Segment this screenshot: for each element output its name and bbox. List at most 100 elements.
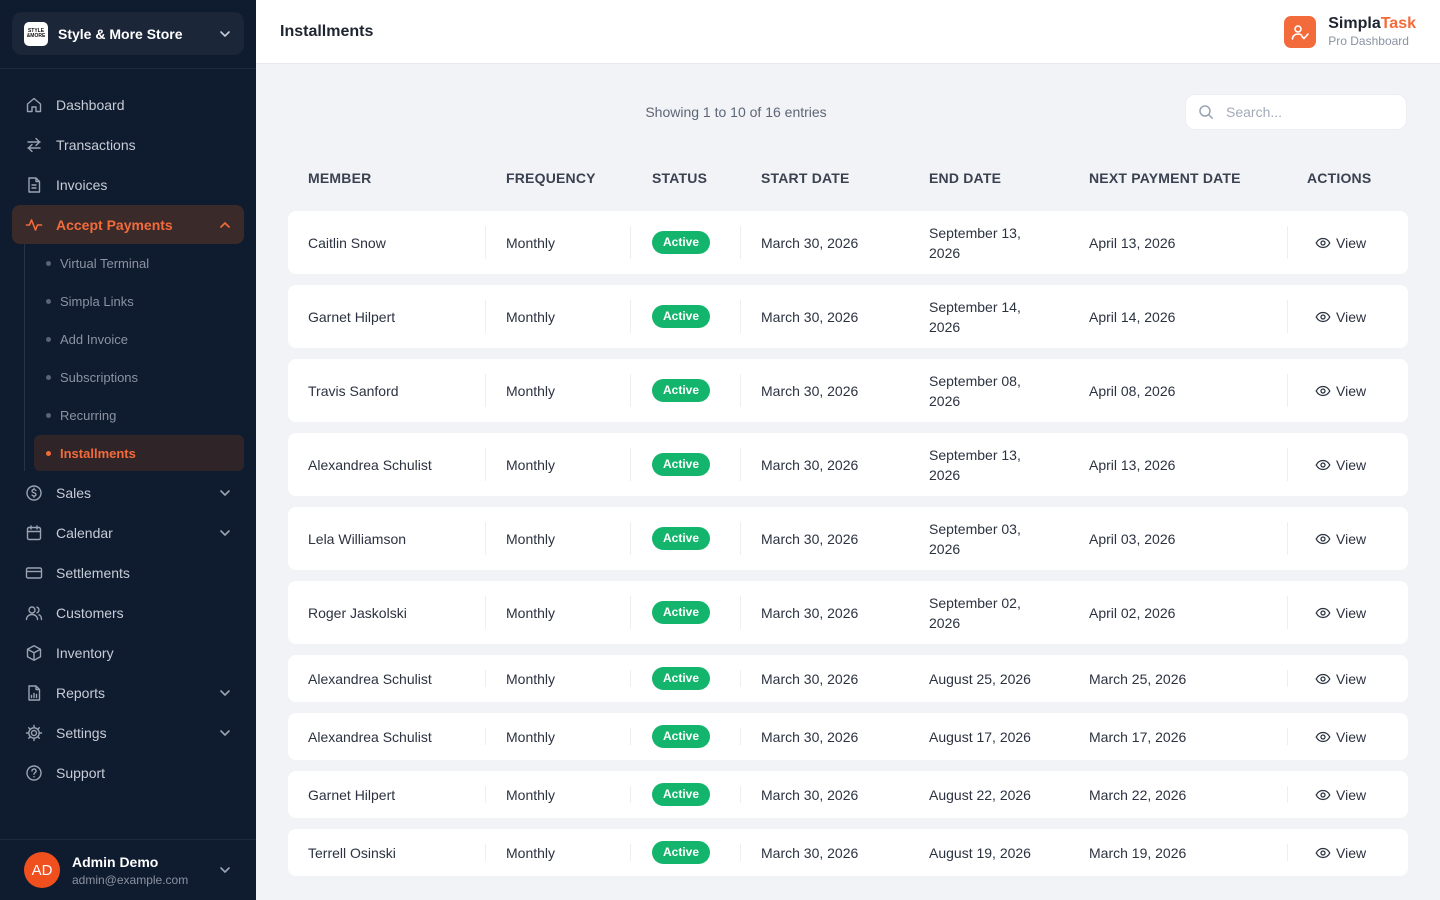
table-row: Roger Jaskolski Monthly Active March 30, 20… xyxy=(288,581,1408,644)
brand-subtitle: Pro Dashboard xyxy=(1328,34,1409,48)
search-box[interactable] xyxy=(1185,94,1407,130)
cell-start-date: March 30, 2026 xyxy=(761,604,859,621)
cell-actions: View xyxy=(1315,581,1366,644)
view-button[interactable]: View xyxy=(1315,603,1366,623)
sidebar-item-inventory[interactable]: Inventory xyxy=(12,633,244,673)
cell-end-date: September 14, 2026 xyxy=(929,298,1021,335)
sidebar-item-sales[interactable]: Sales xyxy=(12,473,244,513)
cell-next-payment-date: April 03, 2026 xyxy=(1089,530,1176,547)
submenu-item-subscriptions[interactable]: Subscriptions xyxy=(34,358,244,396)
cell-frequency: Monthly xyxy=(506,382,556,399)
submenu-item-virtual-terminal[interactable]: Virtual Terminal xyxy=(34,244,244,282)
eye-icon xyxy=(1315,237,1331,248)
sidebar-item-invoices[interactable]: Invoices xyxy=(12,165,244,205)
column-divider xyxy=(630,786,631,803)
chevron-up-icon xyxy=(220,221,230,228)
sidebar-item-label: Calendar xyxy=(56,525,113,541)
column-header-next-payment-date[interactable]: NEXT PAYMENT DATE xyxy=(1089,170,1241,186)
sidebar-item-customers[interactable]: Customers xyxy=(12,593,244,633)
column-divider xyxy=(485,786,486,803)
table-entries-info: Showing 1 to 10 of 16 entries xyxy=(645,104,827,120)
column-header-member[interactable]: MEMBER xyxy=(308,170,372,186)
cell-next-payment-date: April 13, 2026 xyxy=(1089,234,1176,251)
column-divider xyxy=(740,786,741,803)
search-input[interactable] xyxy=(1226,104,1386,120)
view-button[interactable]: View xyxy=(1315,307,1366,327)
view-button[interactable]: View xyxy=(1315,233,1366,253)
column-header-start-date[interactable]: START DATE xyxy=(761,170,850,186)
column-header-status[interactable]: STATUS xyxy=(652,170,708,186)
sidebar-item-calendar[interactable]: Calendar xyxy=(12,513,244,553)
cell-start-date: March 30, 2026 xyxy=(761,456,859,473)
column-divider xyxy=(485,522,486,555)
submenu-item-installments[interactable]: Installments xyxy=(34,435,244,471)
store-logo: STYLE &MORE xyxy=(24,21,48,46)
submenu-item-recurring[interactable]: Recurring xyxy=(34,396,244,434)
column-header-end-date[interactable]: END DATE xyxy=(929,170,1002,186)
submenu-item-label: Simpla Links xyxy=(60,293,134,309)
column-divider xyxy=(1287,374,1288,407)
eye-icon xyxy=(1315,311,1331,322)
table-row: Alexandrea Schulist Monthly Active March 30… xyxy=(288,655,1408,702)
sidebar-item-accept-payments[interactable]: Accept Payments xyxy=(12,205,244,244)
search-icon xyxy=(1199,105,1213,119)
cell-end-date: September 03, 2026 xyxy=(929,520,1021,557)
cell-frequency: Monthly xyxy=(506,844,556,861)
sidebar-item-reports[interactable]: Reports xyxy=(12,673,244,713)
column-divider xyxy=(740,522,741,555)
view-button[interactable]: View xyxy=(1315,381,1366,401)
column-divider xyxy=(740,448,741,481)
eye-icon xyxy=(1315,789,1331,800)
view-button-label: View xyxy=(1336,308,1367,325)
store-switcher[interactable]: STYLE &MORE Style & More Store xyxy=(12,12,244,55)
eye-icon xyxy=(1315,673,1331,684)
column-divider xyxy=(485,300,486,333)
eye-icon xyxy=(1315,847,1331,858)
table-row: Terrell Osinski Monthly Active March 30, 20… xyxy=(288,829,1408,876)
column-divider xyxy=(485,670,486,687)
column-divider xyxy=(630,300,631,333)
cell-next-payment-date: April 02, 2026 xyxy=(1089,604,1176,621)
cell-end-date: September 08, 2026 xyxy=(929,372,1021,409)
cell-frequency: Monthly xyxy=(506,786,556,803)
sidebar-item-dashboard[interactable]: Dashboard xyxy=(12,85,244,125)
document-icon xyxy=(24,175,44,195)
cell-next-payment-date: March 19, 2026 xyxy=(1089,844,1187,861)
eye-icon xyxy=(1315,607,1331,618)
cell-end-date: August 19, 2026 xyxy=(929,844,1031,861)
sidebar-item-label: Settlements xyxy=(56,565,130,581)
view-button[interactable]: View xyxy=(1315,785,1366,805)
column-divider xyxy=(485,226,486,259)
view-button[interactable]: View xyxy=(1315,455,1366,475)
cell-member: Terrell Osinski xyxy=(308,844,396,861)
submenu-item-simpla-links[interactable]: Simpla Links xyxy=(34,282,244,320)
submenu-item-label: Recurring xyxy=(60,407,117,423)
view-button[interactable]: View xyxy=(1315,529,1366,549)
gear-icon xyxy=(24,723,44,743)
cell-actions: View xyxy=(1315,655,1366,702)
sidebar-item-settlements[interactable]: Settlements xyxy=(12,553,244,593)
sidebar-item-support[interactable]: Support xyxy=(12,753,244,793)
sidebar-item-transactions[interactable]: Transactions xyxy=(12,125,244,165)
sidebar-item-settings[interactable]: Settings xyxy=(12,713,244,753)
user-menu[interactable]: AD Admin Demo admin@example.com xyxy=(0,839,256,900)
column-divider xyxy=(630,522,631,555)
dollar-icon xyxy=(24,483,44,503)
submenu-item-add-invoice[interactable]: Add Invoice xyxy=(34,320,244,358)
chevron-down-icon xyxy=(220,867,230,873)
eye-icon xyxy=(1315,533,1331,544)
top-header: Installments SimplaTask Pro Dashboard xyxy=(256,0,1440,64)
column-header-frequency[interactable]: FREQUENCY xyxy=(506,170,596,186)
brand[interactable]: SimplaTask Pro Dashboard xyxy=(1284,15,1416,48)
view-button[interactable]: View xyxy=(1315,727,1366,747)
cell-actions: View xyxy=(1315,771,1366,818)
box-icon xyxy=(24,643,44,663)
cell-member: Garnet Hilpert xyxy=(308,308,396,325)
view-button[interactable]: View xyxy=(1315,669,1366,689)
cell-end-date: September 13, 2026 xyxy=(929,224,1021,261)
view-button[interactable]: View xyxy=(1315,843,1366,863)
status-badge: Active xyxy=(652,783,711,806)
column-divider xyxy=(1287,226,1288,259)
cell-next-payment-date: March 17, 2026 xyxy=(1089,728,1187,745)
brand-name: SimplaTask xyxy=(1328,15,1416,33)
